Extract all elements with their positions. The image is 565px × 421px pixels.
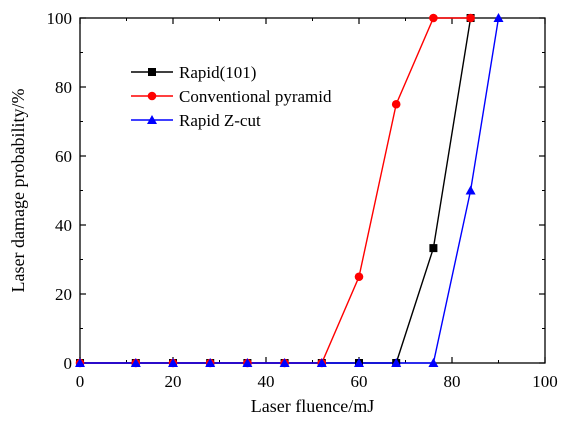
legend-label-rapid-z-cut: Rapid Z-cut bbox=[179, 111, 261, 130]
axes-ticks: 0 20 40 60 80 100 0 20 40 60 80 100 bbox=[47, 9, 558, 391]
data-point-conventional-pyramid bbox=[391, 99, 401, 109]
legend-label-conventional-pyramid: Conventional pyramid bbox=[179, 87, 332, 106]
x-tick-label: 40 bbox=[258, 372, 275, 391]
data-point-rapid-z-cut bbox=[428, 358, 439, 367]
y-tick-label: 20 bbox=[55, 285, 72, 304]
data-point-conventional-pyramid bbox=[429, 13, 438, 23]
data-point-rapid-z-cut bbox=[465, 185, 476, 195]
data-point-rapid-z-cut bbox=[391, 358, 402, 367]
legend: Rapid(101) Conventional pyramid Rapid Z-cu… bbox=[131, 63, 332, 130]
x-tick-label: 100 bbox=[532, 372, 558, 391]
data-point-rapid-z-cut bbox=[493, 13, 504, 22]
x-tick-label: 60 bbox=[351, 372, 368, 391]
legend-marker-conventional-pyramid bbox=[147, 91, 157, 101]
legend-marker-rapid-z-cut bbox=[147, 115, 157, 124]
x-tick-label: 20 bbox=[165, 372, 182, 391]
data-point-rapid-z-cut bbox=[279, 358, 290, 367]
data-point-rapid-z-cut bbox=[242, 358, 253, 367]
data-point-conventional-pyramid bbox=[466, 13, 475, 23]
data-point-rapid-z-cut bbox=[205, 358, 216, 367]
data-point-rapid-z-cut bbox=[130, 358, 141, 367]
series-markers bbox=[75, 13, 504, 368]
series-line-rapid-z-cut bbox=[80, 17, 500, 364]
y-tick-label: 80 bbox=[55, 78, 72, 97]
data-point-rapid-z-cut bbox=[75, 358, 85, 367]
x-axis-title: Laser fluence/mJ bbox=[251, 396, 374, 416]
series-line-rapid-101 bbox=[80, 17, 472, 364]
legend-label-rapid-101: Rapid(101) bbox=[179, 63, 256, 82]
y-tick-label: 100 bbox=[47, 9, 73, 28]
x-tick-label: 0 bbox=[76, 372, 85, 391]
y-tick-label: 40 bbox=[55, 216, 72, 235]
y-axis-title: Laser damage probability/% bbox=[8, 89, 28, 293]
data-point-conventional-pyramid bbox=[354, 272, 364, 282]
data-point-rapid-z-cut bbox=[316, 358, 327, 367]
y-tick-label: 60 bbox=[55, 147, 72, 166]
data-point-rapid-z-cut bbox=[354, 358, 364, 367]
data-point-rapid-101 bbox=[429, 244, 438, 253]
data-point-rapid-z-cut bbox=[168, 358, 178, 367]
y-tick-label: 0 bbox=[64, 354, 73, 373]
series-lines bbox=[80, 17, 500, 364]
series-line-conventional-pyramid bbox=[80, 17, 471, 364]
x-tick-label: 80 bbox=[444, 372, 461, 391]
legend-marker-rapid-101 bbox=[148, 68, 156, 76]
